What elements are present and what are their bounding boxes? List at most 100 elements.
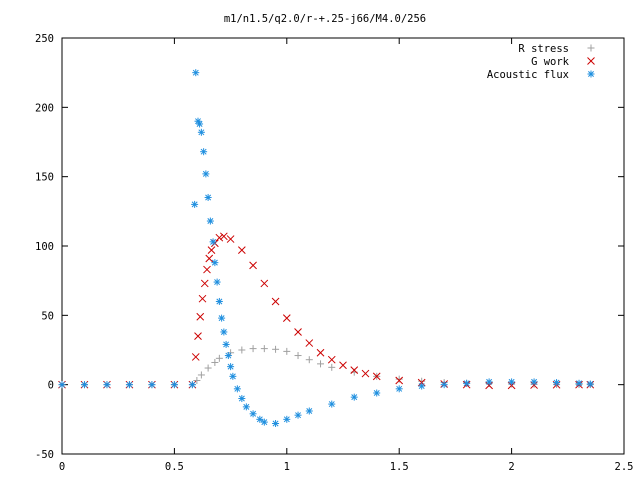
data-point	[283, 347, 291, 355]
data-point	[197, 128, 205, 136]
data-point	[238, 395, 246, 403]
data-point	[249, 261, 257, 270]
data-point	[328, 363, 336, 371]
data-point	[305, 407, 313, 415]
data-point	[372, 372, 381, 381]
series-2	[58, 69, 594, 427]
data-point	[305, 356, 313, 364]
y-tick-label: 150	[35, 172, 54, 184]
data-point	[200, 148, 208, 156]
legend-label: Acoustic flux	[487, 69, 569, 81]
data-point	[237, 246, 246, 255]
data-point	[316, 348, 325, 357]
data-point	[125, 381, 133, 389]
y-tick-label: 250	[35, 33, 54, 45]
data-point	[209, 238, 217, 246]
data-point	[328, 400, 336, 408]
series-marks	[58, 69, 595, 427]
data-point	[213, 278, 221, 286]
data-point	[260, 345, 268, 353]
y-tick-label: -50	[35, 449, 54, 461]
legend-marker	[587, 70, 595, 78]
data-point	[191, 200, 199, 208]
y-tick-label: 50	[41, 310, 54, 322]
data-point	[188, 381, 196, 389]
data-point	[211, 358, 219, 366]
data-point	[271, 297, 280, 306]
data-point	[553, 379, 561, 387]
data-point	[395, 385, 403, 393]
data-point	[200, 279, 209, 288]
data-point	[283, 415, 291, 423]
data-point	[373, 389, 381, 397]
data-point	[211, 259, 219, 267]
data-point	[191, 353, 200, 361]
data-point	[203, 265, 211, 274]
y-tick-label: 200	[35, 102, 54, 114]
x-tick-label: 0	[59, 461, 65, 473]
data-point	[238, 346, 246, 354]
data-point	[249, 345, 257, 353]
data-point	[260, 279, 269, 288]
data-point	[249, 410, 257, 418]
data-point	[206, 217, 214, 225]
data-point	[294, 411, 302, 419]
data-point	[207, 246, 216, 255]
data-point	[233, 385, 241, 393]
data-point	[196, 120, 204, 128]
data-point	[220, 328, 228, 336]
legend-label: G work	[531, 56, 570, 68]
series-1	[58, 232, 595, 390]
data-point	[229, 372, 237, 380]
x-tick-label: 1	[284, 461, 290, 473]
x-tick-label: 0.5	[165, 461, 184, 473]
data-point	[327, 355, 336, 364]
axis-ticks: 0 0.5 1 1.5 2 2.5 -50 0 50 100 150 200 250	[35, 33, 633, 473]
data-point	[218, 314, 226, 322]
data-point	[294, 328, 302, 336]
data-point	[204, 364, 212, 372]
data-point	[586, 380, 594, 388]
data-point	[204, 193, 212, 201]
data-point	[215, 354, 223, 362]
data-point	[339, 361, 347, 370]
data-point	[260, 418, 268, 426]
data-point	[242, 403, 250, 411]
data-point	[227, 363, 235, 371]
data-point	[194, 332, 202, 340]
data-point	[170, 381, 178, 389]
data-point	[395, 376, 404, 385]
legend-marker	[587, 44, 595, 52]
data-point	[508, 378, 516, 386]
data-point	[198, 294, 207, 303]
data-point	[80, 381, 88, 389]
data-point	[350, 393, 358, 401]
data-point	[530, 378, 538, 386]
data-point	[222, 340, 230, 348]
data-point	[575, 379, 583, 387]
data-point	[395, 375, 403, 383]
data-point	[220, 232, 228, 241]
data-point	[197, 371, 205, 379]
legend-label: R stress	[518, 43, 569, 55]
x-tick-label: 2.5	[615, 461, 634, 473]
data-point	[256, 415, 264, 423]
data-point	[485, 378, 493, 386]
data-point	[350, 366, 359, 374]
data-point	[224, 352, 232, 360]
data-point	[215, 233, 224, 242]
data-point	[361, 369, 370, 378]
x-tick-label: 1.5	[390, 461, 409, 473]
data-point	[463, 379, 471, 387]
y-tick-label: 100	[35, 241, 54, 253]
data-point	[103, 381, 111, 389]
data-point	[305, 339, 314, 347]
data-point	[317, 360, 325, 368]
x-tick-label: 2	[508, 461, 514, 473]
data-point	[226, 235, 235, 243]
y-tick-label: 0	[48, 380, 54, 392]
data-point	[282, 314, 291, 322]
data-point	[294, 352, 302, 360]
